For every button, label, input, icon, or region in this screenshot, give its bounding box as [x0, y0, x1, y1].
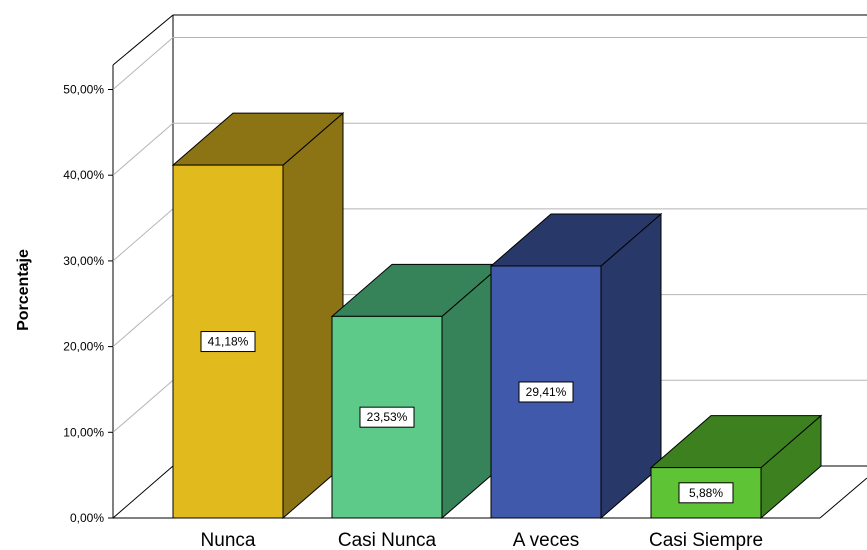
left-wall-top-edge	[112, 14, 174, 66]
y-tick-label: 0,00%	[70, 511, 104, 525]
y-tick-label: 50,00%	[63, 83, 104, 97]
y-tick-label: 20,00%	[63, 340, 104, 354]
data-label-box	[200, 331, 256, 353]
data-label-box	[678, 482, 734, 504]
gridline-wall	[112, 208, 174, 262]
data-label: 29,41%	[526, 385, 567, 399]
bar-casi-nunca: 23,53%	[330, 263, 504, 520]
x-tick-label: Casi Siempre	[649, 530, 763, 550]
data-label: 23,53%	[367, 410, 408, 424]
bar-casi-siempre: 5,88%	[649, 414, 823, 520]
bars: 41,18% 23,53% 29,41% 5,88%	[171, 111, 823, 520]
y-axis-ticks: 0,00% 10,00% 20,00% 30,00% 40,00% 50,00%	[63, 83, 113, 525]
y-axis-label: Porcentaje	[15, 249, 32, 331]
data-label: 5,88%	[689, 486, 723, 500]
floor-right-edge	[819, 477, 867, 519]
y-tick-label: 30,00%	[63, 254, 104, 268]
x-axis-labels: Nunca Casi Nunca A veces Casi Siempre	[201, 530, 763, 550]
gridline-wall	[112, 379, 174, 433]
gridline-wall	[112, 37, 174, 90]
floor-left-edge	[112, 465, 174, 519]
data-label-box	[518, 381, 574, 403]
x-tick-label: Casi Nunca	[338, 530, 437, 550]
data-label-box	[359, 406, 415, 428]
bar-a-veces: 29,41%	[489, 212, 663, 520]
bar-nunca: 41,18%	[171, 111, 345, 520]
y-tick-label: 10,00%	[63, 425, 104, 439]
x-tick-label: A veces	[513, 530, 580, 550]
gridline-wall	[112, 294, 174, 347]
x-tick-label: Nunca	[201, 530, 256, 550]
y-tick-label: 40,00%	[63, 168, 104, 182]
data-label: 41,18%	[208, 335, 249, 349]
gridline-wall	[112, 122, 174, 176]
